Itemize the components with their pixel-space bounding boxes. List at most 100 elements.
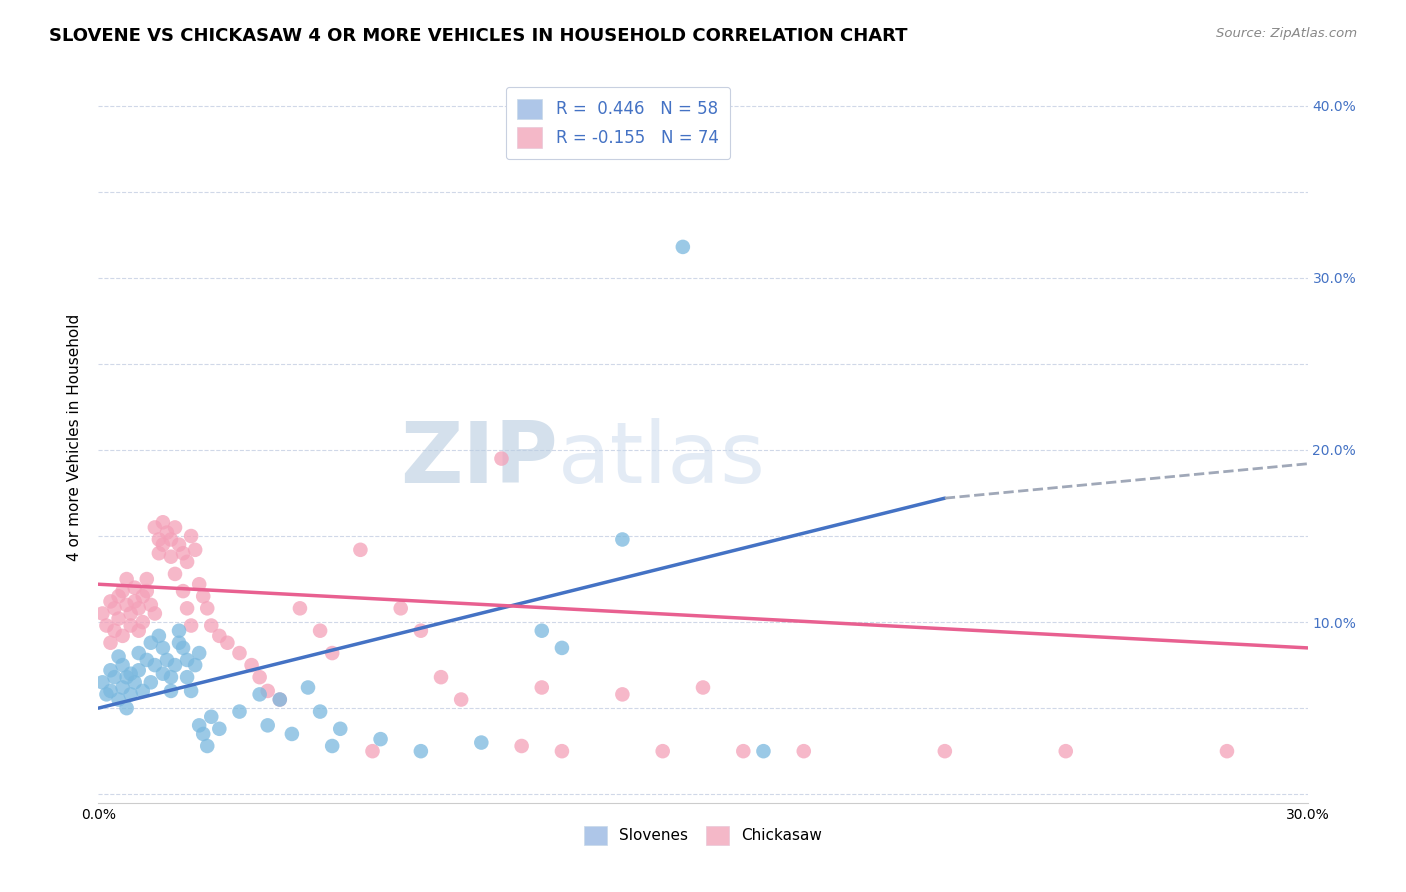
Point bbox=[135, 584, 157, 599]
Point bbox=[409, 624, 432, 638]
Point bbox=[135, 572, 157, 586]
Point bbox=[143, 607, 166, 621]
Point bbox=[269, 692, 291, 706]
Point bbox=[160, 533, 183, 547]
Point bbox=[124, 594, 146, 608]
Point bbox=[128, 601, 150, 615]
Point bbox=[132, 684, 155, 698]
Point bbox=[135, 653, 157, 667]
Point bbox=[176, 555, 198, 569]
Point bbox=[551, 640, 574, 655]
Point bbox=[156, 525, 179, 540]
Point bbox=[103, 670, 125, 684]
Point bbox=[111, 658, 134, 673]
Point bbox=[152, 666, 174, 681]
Point bbox=[349, 542, 371, 557]
Point bbox=[148, 629, 170, 643]
Point bbox=[934, 744, 956, 758]
Point bbox=[672, 240, 695, 254]
Point bbox=[256, 684, 278, 698]
Text: atlas: atlas bbox=[558, 417, 766, 500]
Point bbox=[228, 705, 250, 719]
Point bbox=[184, 542, 207, 557]
Point bbox=[148, 533, 170, 547]
Point bbox=[752, 744, 775, 758]
Point bbox=[91, 607, 114, 621]
Point bbox=[612, 533, 634, 547]
Point bbox=[163, 566, 186, 581]
Point bbox=[172, 640, 194, 655]
Point bbox=[180, 684, 202, 698]
Point bbox=[176, 670, 198, 684]
Point bbox=[115, 598, 138, 612]
Text: SLOVENE VS CHICKASAW 4 OR MORE VEHICLES IN HOUSEHOLD CORRELATION CHART: SLOVENE VS CHICKASAW 4 OR MORE VEHICLES … bbox=[49, 27, 908, 45]
Text: Source: ZipAtlas.com: Source: ZipAtlas.com bbox=[1216, 27, 1357, 40]
Point bbox=[148, 546, 170, 560]
Point bbox=[450, 692, 472, 706]
Point bbox=[107, 649, 129, 664]
Point bbox=[152, 516, 174, 530]
Point bbox=[96, 618, 118, 632]
Point bbox=[184, 658, 207, 673]
Point bbox=[152, 640, 174, 655]
Point bbox=[115, 572, 138, 586]
Point bbox=[100, 684, 122, 698]
Point bbox=[329, 722, 352, 736]
Point bbox=[733, 744, 755, 758]
Point bbox=[96, 687, 118, 701]
Point bbox=[128, 624, 150, 638]
Point bbox=[167, 624, 190, 638]
Point bbox=[309, 624, 332, 638]
Point bbox=[100, 636, 122, 650]
Point bbox=[120, 607, 142, 621]
Point bbox=[409, 744, 432, 758]
Point bbox=[288, 601, 311, 615]
Point bbox=[132, 615, 155, 629]
Point bbox=[143, 520, 166, 534]
Point bbox=[163, 658, 186, 673]
Point bbox=[195, 601, 218, 615]
Point bbox=[793, 744, 815, 758]
Point bbox=[160, 670, 183, 684]
Point bbox=[195, 739, 218, 753]
Point bbox=[510, 739, 533, 753]
Point bbox=[321, 646, 343, 660]
Point bbox=[172, 546, 194, 560]
Point bbox=[139, 636, 162, 650]
Point bbox=[120, 618, 142, 632]
Point bbox=[321, 739, 343, 753]
Point bbox=[188, 577, 211, 591]
Point bbox=[160, 684, 183, 698]
Point bbox=[111, 584, 134, 599]
Point bbox=[124, 675, 146, 690]
Point bbox=[167, 538, 190, 552]
Y-axis label: 4 or more Vehicles in Household: 4 or more Vehicles in Household bbox=[67, 313, 83, 561]
Point bbox=[180, 529, 202, 543]
Point bbox=[193, 727, 215, 741]
Point bbox=[1054, 744, 1077, 758]
Point bbox=[551, 744, 574, 758]
Point bbox=[249, 687, 271, 701]
Point bbox=[361, 744, 384, 758]
Point bbox=[111, 681, 134, 695]
Point bbox=[692, 681, 714, 695]
Point bbox=[491, 451, 513, 466]
Point bbox=[370, 732, 392, 747]
Point bbox=[200, 618, 222, 632]
Point bbox=[115, 701, 138, 715]
Point bbox=[167, 636, 190, 650]
Point bbox=[103, 624, 125, 638]
Point bbox=[176, 653, 198, 667]
Point bbox=[139, 598, 162, 612]
Point bbox=[256, 718, 278, 732]
Point bbox=[188, 718, 211, 732]
Point bbox=[163, 520, 186, 534]
Point bbox=[100, 663, 122, 677]
Point bbox=[156, 653, 179, 667]
Point bbox=[208, 722, 231, 736]
Point bbox=[470, 735, 492, 749]
Point bbox=[430, 670, 453, 684]
Point bbox=[152, 538, 174, 552]
Point bbox=[128, 646, 150, 660]
Point bbox=[128, 663, 150, 677]
